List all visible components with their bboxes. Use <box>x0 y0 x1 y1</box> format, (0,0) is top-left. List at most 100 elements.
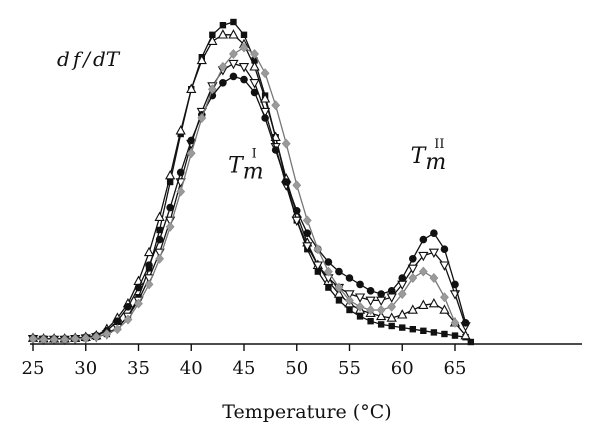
data-point <box>345 274 354 282</box>
annotation-tm-1-main: T <box>228 153 245 178</box>
data-point <box>219 79 227 87</box>
data-point <box>238 63 250 73</box>
data-point <box>334 282 344 293</box>
data-point <box>418 251 429 262</box>
data-point <box>249 61 260 71</box>
data-point <box>367 318 374 325</box>
data-point <box>397 289 407 299</box>
x-ticks: 25 30 35 40 45 50 55 60 65 <box>22 344 467 379</box>
data-point <box>439 261 450 271</box>
data-point <box>345 295 354 306</box>
data-point <box>196 54 207 65</box>
data-point <box>123 314 133 325</box>
data-point <box>176 168 185 177</box>
data-point <box>230 18 237 26</box>
data-point <box>407 264 418 275</box>
data-point <box>228 29 239 39</box>
data-point <box>439 304 450 314</box>
data-point <box>303 229 312 237</box>
data-point <box>387 287 396 295</box>
data-point <box>165 221 175 232</box>
data-point <box>450 317 460 328</box>
data-point <box>240 31 248 38</box>
data-point <box>229 72 238 81</box>
data-point <box>409 326 416 333</box>
data-point <box>292 180 302 191</box>
data-point <box>239 42 249 53</box>
plot-series <box>27 18 475 346</box>
data-point <box>461 319 470 327</box>
data-point <box>313 244 323 255</box>
x-tick-label: 25 <box>22 358 45 379</box>
data-point <box>386 312 397 322</box>
data-point <box>467 338 475 346</box>
data-point <box>291 216 302 227</box>
data-point <box>335 267 343 276</box>
data-point <box>259 93 271 103</box>
data-point <box>251 57 258 64</box>
data-point <box>387 301 397 312</box>
data-point <box>428 248 440 259</box>
data-point <box>451 280 459 289</box>
data-point <box>325 284 332 291</box>
data-point <box>102 329 112 339</box>
x-tick-label: 65 <box>444 358 467 379</box>
data-point <box>388 322 395 330</box>
data-point <box>292 207 301 215</box>
data-point <box>271 146 280 154</box>
series-line <box>32 75 467 340</box>
y-axis-label-d2: d <box>93 47 106 71</box>
data-point <box>229 49 238 59</box>
data-point <box>154 211 165 221</box>
data-point <box>356 313 364 320</box>
x-tick-label: 30 <box>74 358 97 379</box>
data-point <box>312 261 323 271</box>
data-point <box>282 178 291 186</box>
data-point <box>144 279 154 290</box>
data-point <box>249 79 260 89</box>
data-point <box>260 68 270 79</box>
data-point <box>175 125 186 135</box>
data-point <box>176 186 186 197</box>
data-point <box>197 113 207 123</box>
y-axis-label-T: T <box>106 47 121 71</box>
y-axis-label-slash: / <box>81 47 92 71</box>
data-point <box>344 290 355 300</box>
x-tick-label: 50 <box>285 358 308 379</box>
data-point <box>441 330 448 338</box>
data-point <box>207 84 217 95</box>
y-axis-label-d1: d <box>57 47 70 71</box>
data-point <box>207 35 218 45</box>
data-point <box>281 138 291 149</box>
data-point <box>376 310 387 321</box>
data-point <box>333 288 345 298</box>
series-line <box>32 62 467 341</box>
data-point <box>165 169 176 180</box>
data-point <box>240 75 248 84</box>
data-point <box>460 329 471 340</box>
data-point <box>418 299 429 309</box>
x-tick-label: 60 <box>391 358 414 379</box>
annotation-tm-2-sup: II <box>434 137 444 152</box>
data-point <box>324 258 333 266</box>
data-point <box>261 114 269 122</box>
data-point <box>451 332 459 339</box>
data-point <box>397 309 408 319</box>
data-point <box>209 31 216 38</box>
data-point <box>429 273 439 283</box>
data-point <box>186 148 196 159</box>
x-tick-label: 45 <box>233 358 256 379</box>
data-point <box>113 317 122 326</box>
series-circle-filled <box>29 72 470 343</box>
data-point <box>408 273 418 283</box>
annotation-tm-1: TmI <box>228 146 264 184</box>
data-point <box>271 100 281 111</box>
series-triangle-down-open <box>27 59 471 346</box>
y-axis-label: d f / dT <box>57 47 121 71</box>
data-point <box>366 287 375 295</box>
data-point <box>418 266 428 277</box>
data-point <box>335 297 343 304</box>
data-point <box>354 293 366 303</box>
annotation-tm-2-main: T <box>411 144 428 169</box>
